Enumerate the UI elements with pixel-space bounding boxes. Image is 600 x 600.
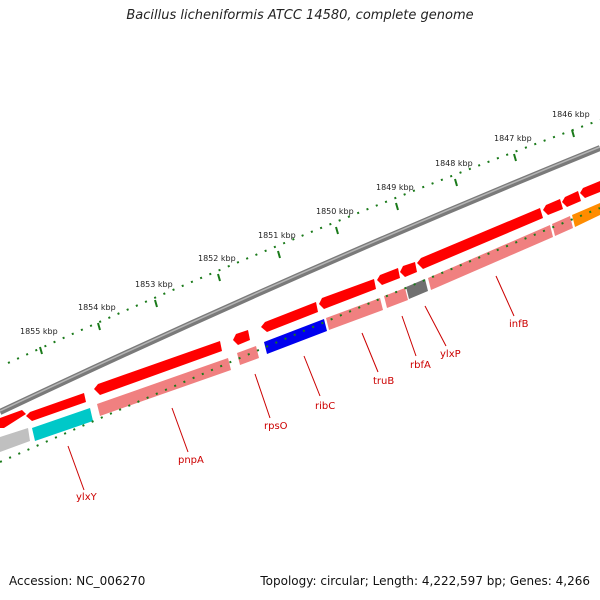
kbp-label: 1849 kbp [376,183,414,192]
gene-forward-8 [400,262,417,277]
gene-labels: ylxY pnpA rpsO ribC truB rbfA ylxP infB [76,319,529,503]
kbp-major-tick [454,178,458,187]
label-infB: infB [509,319,529,330]
gene-forward-3 [94,341,222,395]
leader-infB [495,275,515,317]
gene-forward-2 [26,393,86,421]
gene-forward-6 [319,279,376,309]
gene-forward-4 [233,330,250,345]
kbp-major-tick [571,129,575,138]
gene-truB [326,298,383,330]
kbp-major-tick [97,322,101,331]
leader-rpsO [254,373,271,419]
label-rpsO: rpsO [264,421,288,432]
kbp-major-tick [217,273,221,282]
kbp-label: 1846 kbp [552,110,590,119]
kbp-label: 1850 kbp [316,207,354,216]
gene-forward-5 [261,302,318,332]
gene-next-pink [552,216,573,236]
kbp-label-group: 1855 kbp 1854 kbp 1853 kbp 1852 kbp 1851 kbp… [20,110,590,336]
gene-ylxP [406,279,428,299]
label-rbfA: rbfA [410,360,431,371]
genome-summary-text: Topology: circular; Length: 4,222,597 bp… [260,574,590,588]
kbp-label: 1847 kbp [494,134,532,143]
kbp-label: 1854 kbp [78,303,116,312]
gene-forward-7 [377,268,400,285]
reverse-strand-features [0,203,600,452]
gene-lightgray [0,428,30,452]
label-pnpA: pnpA [178,455,204,466]
kbp-label: 1855 kbp [20,327,58,336]
leader-rbfA [401,315,417,357]
inner-tick-track [0,207,600,463]
kbp-label: 1853 kbp [135,280,173,289]
leader-ylxY [67,445,85,491]
gene-orange [572,203,600,227]
gene-rbfA [384,288,408,308]
forward-strand-features [0,181,600,428]
kbp-major-tick [39,346,43,355]
outer-tick-track [7,119,600,364]
kbp-label: 1851 kbp [258,231,296,240]
label-truB: truB [373,376,394,387]
accession-text: Accession: NC_006270 [9,574,146,588]
kbp-major-tick [277,250,281,259]
gene-forward-10 [543,199,563,215]
label-ylxY: ylxY [76,492,98,503]
kbp-major-tick [395,202,399,211]
gene-forward-1 [0,410,26,428]
gene-infB [428,225,553,290]
label-ribC: ribC [315,401,335,412]
kbp-major-tick [513,153,517,162]
kbp-tick-group [39,129,575,355]
kbp-major-tick [154,299,158,308]
genome-backbone-highlight [0,146,600,412]
gene-rpsO [237,346,259,365]
gene-forward-12 [580,181,600,198]
gene-ribC [264,319,327,354]
gene-pnpA [97,358,231,416]
label-ylxP: ylxP [440,349,461,360]
kbp-label: 1852 kbp [198,254,236,263]
leader-ribC [303,355,321,397]
kbp-label: 1848 kbp [435,159,473,168]
leader-pnpA [171,407,189,453]
leader-truB [361,332,379,373]
map-title: Bacillus licheniformis ATCC 14580, compl… [126,8,474,23]
gene-forward-9 [417,208,543,269]
kbp-major-tick [335,226,339,235]
gene-ylxY [32,408,93,441]
gene-label-leaders [67,275,515,491]
gene-forward-11 [562,191,581,207]
genome-backbone [0,145,600,415]
leader-ylxP [424,305,447,347]
